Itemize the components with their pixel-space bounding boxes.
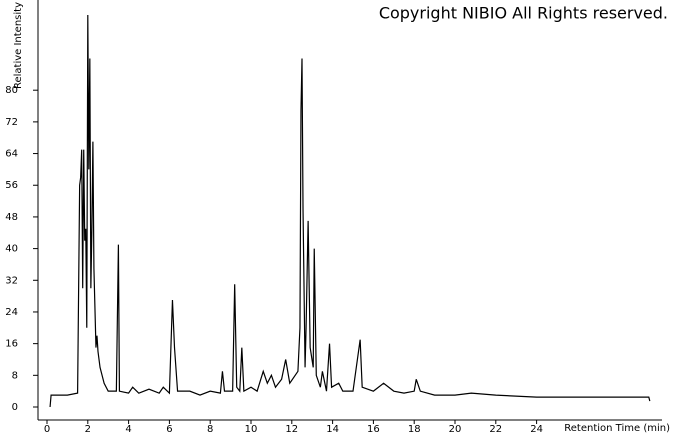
y-tick-label: 24 <box>5 307 18 318</box>
x-tick-label: 0 <box>44 424 50 434</box>
y-tick-label: 80 <box>5 85 18 96</box>
y-axis-label: Relative Intensity <box>13 2 24 89</box>
x-tick-label: 6 <box>166 424 172 434</box>
y-tick-label: 40 <box>5 244 18 255</box>
data-line <box>49 14 651 408</box>
y-tick-label: 0 <box>12 402 18 413</box>
x-tick-label: 14 <box>326 424 339 434</box>
y-tick-label: 8 <box>12 370 18 381</box>
x-tick-label: 22 <box>489 424 502 434</box>
y-tick-label: 48 <box>5 212 18 223</box>
x-tick-label: 20 <box>449 424 462 434</box>
x-tick-label: 10 <box>245 424 258 434</box>
chart-title: Copyright NIBIO All Rights reserved. <box>379 4 668 23</box>
x-tick-label: 2 <box>85 424 91 434</box>
x-tick-label: 16 <box>367 424 380 434</box>
y-tick-label: 32 <box>5 275 18 286</box>
y-tick-label: 16 <box>5 339 18 350</box>
y-tick-label: 56 <box>5 180 18 191</box>
y-tick-label: 72 <box>5 117 18 128</box>
x-tick-label: 4 <box>125 424 131 434</box>
x-tick-label: 24 <box>530 424 543 434</box>
x-tick-label: 8 <box>207 424 213 434</box>
x-axis-label: Retention Time (min) <box>564 423 670 434</box>
x-tick-label: 12 <box>285 424 298 434</box>
x-tick-label: 18 <box>408 424 421 434</box>
y-tick-label: 64 <box>5 149 18 160</box>
